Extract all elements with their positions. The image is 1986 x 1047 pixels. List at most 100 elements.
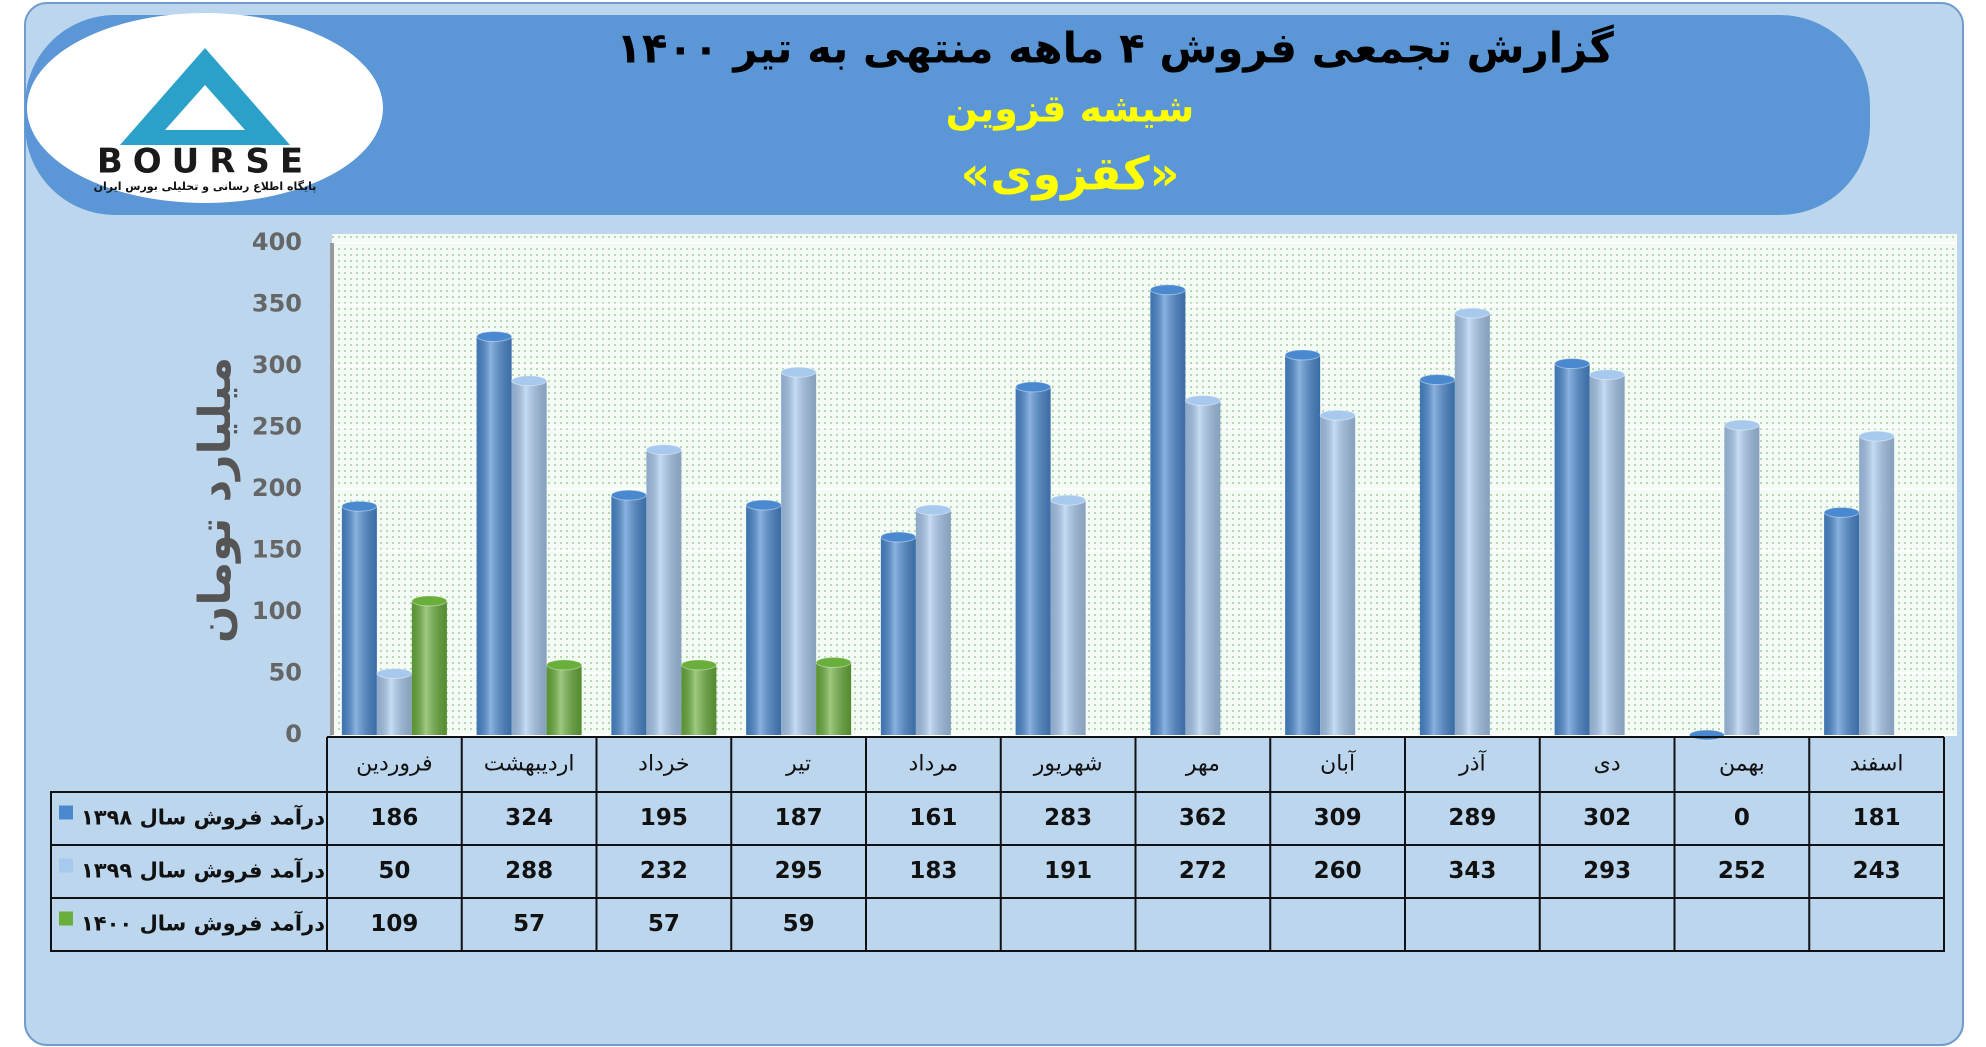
table-value: 232 bbox=[640, 858, 688, 884]
table-value: 243 bbox=[1853, 858, 1901, 884]
bar-cap bbox=[780, 366, 817, 378]
chart-subtitle: شیشه قزوین bbox=[946, 87, 1194, 132]
table-value: 183 bbox=[909, 858, 957, 884]
bar-shine bbox=[1015, 386, 1051, 735]
table-value: 343 bbox=[1448, 858, 1496, 884]
bar-shine bbox=[1285, 354, 1321, 735]
table-value: 362 bbox=[1179, 805, 1227, 831]
y-tick-label: 50 bbox=[269, 659, 302, 687]
bar-cap bbox=[1688, 729, 1725, 741]
bar-shine bbox=[511, 380, 547, 735]
bar-cap bbox=[1723, 419, 1760, 431]
table-value: 272 bbox=[1179, 858, 1227, 884]
bar-shine bbox=[1050, 500, 1086, 735]
bar-cap bbox=[546, 659, 583, 671]
y-tick-label: 100 bbox=[252, 597, 302, 625]
x-tick-label: آبان bbox=[1320, 750, 1356, 777]
y-tick-label: 200 bbox=[252, 474, 302, 502]
bar-cap bbox=[1015, 381, 1052, 393]
table-value: 191 bbox=[1044, 858, 1092, 884]
table-value: 309 bbox=[1314, 805, 1362, 831]
logo-name: BOURSE bbox=[97, 142, 313, 182]
table-value: 288 bbox=[505, 858, 553, 884]
x-tick-label: اسفند bbox=[1850, 752, 1904, 777]
x-tick-label: اردیبهشت bbox=[484, 752, 575, 777]
table-value: 109 bbox=[370, 911, 418, 937]
chart-title: گزارش تجمعی فروش ۴ ماهه منتهی به تیر ۱۴۰… bbox=[616, 24, 1614, 74]
bar-cap bbox=[815, 656, 852, 668]
table-value: 59 bbox=[783, 911, 815, 937]
y-tick-label: 150 bbox=[252, 536, 302, 564]
bar-cap bbox=[645, 444, 682, 456]
table-value: 187 bbox=[775, 805, 823, 831]
bar-cap bbox=[1554, 358, 1591, 370]
bar-cap bbox=[1419, 374, 1456, 386]
x-tick-label: فروردین bbox=[356, 752, 433, 777]
y-tick-label: 400 bbox=[252, 228, 302, 256]
header-banner bbox=[25, 15, 1870, 215]
x-tick-label: دی bbox=[1594, 752, 1621, 777]
table-value: 0 bbox=[1734, 805, 1750, 831]
bar-cap bbox=[745, 499, 782, 511]
table-value: 302 bbox=[1583, 805, 1631, 831]
table-value: 260 bbox=[1314, 858, 1362, 884]
table-value: 195 bbox=[640, 805, 688, 831]
bar-shine bbox=[1150, 289, 1186, 735]
table-value: 181 bbox=[1853, 805, 1901, 831]
x-tick-label: شهریور bbox=[1033, 752, 1103, 777]
x-tick-label: مهر bbox=[1185, 752, 1220, 777]
bar-cap bbox=[1149, 284, 1186, 296]
bar-shine bbox=[611, 495, 647, 735]
bar-shine bbox=[646, 449, 682, 735]
legend-swatch bbox=[59, 858, 73, 873]
bar-cap bbox=[1319, 409, 1356, 421]
x-tick-label: تیر bbox=[785, 752, 811, 777]
table-value: 50 bbox=[378, 858, 410, 884]
bar-cap bbox=[1050, 494, 1087, 506]
bar-cap bbox=[1589, 369, 1626, 381]
bar-shine bbox=[746, 504, 782, 735]
bar-cap bbox=[610, 489, 647, 501]
bar-cap bbox=[1858, 430, 1895, 442]
bar-shine bbox=[1419, 379, 1455, 735]
bar-shine bbox=[1185, 400, 1221, 735]
bar-shine bbox=[781, 372, 817, 735]
logo-tagline: پایگاه اطلاع رسانی و تحلیلی بورس ایران bbox=[94, 180, 317, 193]
y-axis-label: میلیارد تومان bbox=[190, 357, 241, 643]
bar-cap bbox=[476, 330, 513, 342]
x-tick-label: آذر bbox=[1458, 750, 1486, 777]
legend-label: درآمد فروش سال ۱۳۹۹ bbox=[81, 858, 325, 883]
bar-shine bbox=[546, 664, 582, 735]
bar-cap bbox=[1284, 349, 1321, 361]
bar-shine bbox=[476, 336, 512, 735]
legend-label: درآمد فروش سال ۱۴۰۰ bbox=[81, 911, 325, 936]
bar-shine bbox=[1454, 313, 1490, 735]
bar-cap bbox=[680, 659, 717, 671]
bar-shine bbox=[1824, 512, 1860, 735]
table-value: 289 bbox=[1448, 805, 1496, 831]
table-value: 293 bbox=[1583, 858, 1631, 884]
bar-cap bbox=[341, 500, 378, 512]
bar-shine bbox=[915, 509, 951, 735]
table-value: 161 bbox=[909, 805, 957, 831]
plot-area bbox=[332, 234, 1957, 735]
table-value: 186 bbox=[370, 805, 418, 831]
legend-swatch bbox=[59, 911, 73, 926]
table-value: 324 bbox=[505, 805, 553, 831]
table-value: 57 bbox=[513, 911, 545, 937]
bar-shine bbox=[880, 536, 916, 735]
chart-symbol: «کقزوی» bbox=[961, 147, 1180, 201]
y-tick-label: 250 bbox=[252, 413, 302, 441]
bar-cap bbox=[915, 504, 952, 516]
table-value: 57 bbox=[648, 911, 680, 937]
legend-label: درآمد فروش سال ۱۳۹۸ bbox=[81, 805, 325, 830]
bar-shine bbox=[1554, 363, 1590, 735]
bar-shine bbox=[411, 600, 447, 735]
bar-shine bbox=[681, 664, 717, 735]
y-tick-label: 350 bbox=[252, 290, 302, 318]
bar-cap bbox=[411, 595, 448, 607]
x-tick-label: خرداد bbox=[638, 752, 689, 777]
bar-cap bbox=[880, 531, 917, 543]
bar-shine bbox=[1724, 425, 1760, 735]
